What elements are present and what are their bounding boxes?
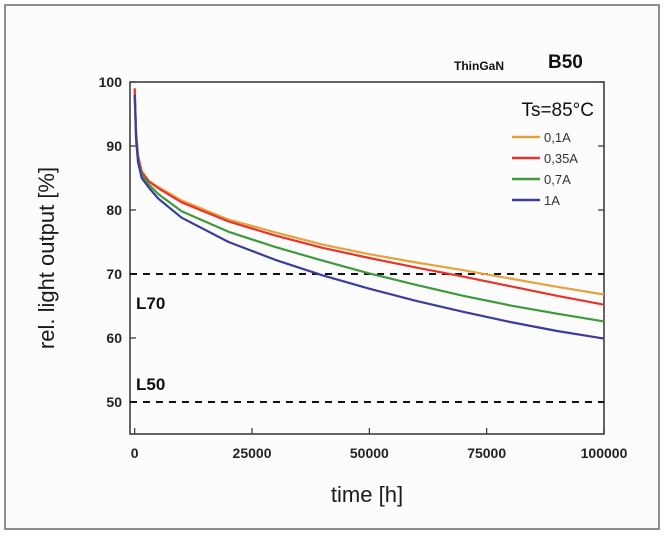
x-tick-label: 75000 [467, 445, 506, 461]
y-axis-label: rel. light output [%] [34, 167, 59, 349]
x-tick-label: 100000 [581, 445, 628, 461]
y-tick-label: 100 [99, 74, 123, 90]
l50-label: L50 [136, 375, 165, 394]
x-axis-label: time [h] [331, 482, 403, 507]
legend-label: 0,35A [544, 151, 578, 166]
y-tick-label: 60 [106, 330, 122, 346]
chart-header-big: B50 [548, 52, 583, 73]
x-tick-label: 50000 [350, 445, 389, 461]
series-line-1A [133, 94, 605, 340]
series-line-07A [133, 94, 605, 323]
chart-frame: ThinGaN B50 Ts=85°C time [h] rel. light … [4, 4, 660, 530]
legend-label: 0,1A [544, 130, 571, 145]
y-tick-label: 70 [106, 266, 122, 282]
light-output-chart: ThinGaN B50 Ts=85°C time [h] rel. light … [34, 52, 628, 507]
x-tick-label: 25000 [233, 445, 272, 461]
plot-area [129, 81, 605, 435]
chart-header-small: ThinGaN [454, 59, 504, 73]
y-tick-label: 80 [106, 202, 122, 218]
y-tick-label: 50 [106, 394, 122, 410]
legend-label: 0,7A [544, 172, 571, 187]
legend-label: 1A [544, 193, 560, 208]
condition-label: Ts=85°C [521, 100, 594, 121]
y-tick-label: 90 [106, 138, 122, 154]
l70-label: L70 [136, 294, 165, 313]
x-tick-label: 0 [131, 445, 139, 461]
